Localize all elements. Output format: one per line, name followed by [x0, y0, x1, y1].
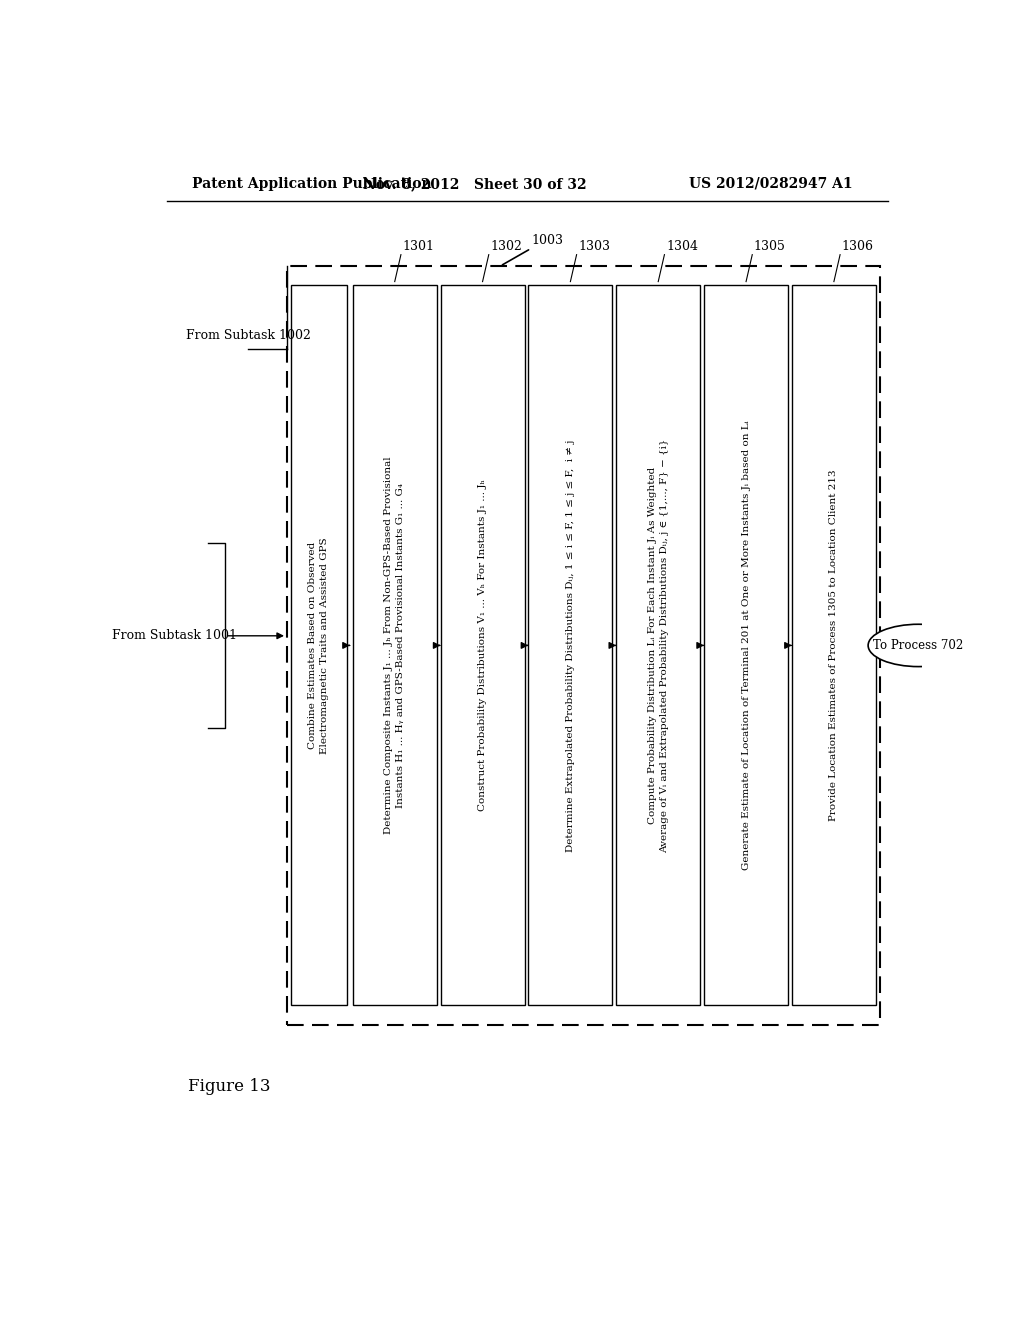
Text: 1303: 1303 — [579, 240, 610, 253]
Text: US 2012/0282947 A1: US 2012/0282947 A1 — [689, 177, 853, 191]
Text: To Process 702: To Process 702 — [873, 639, 964, 652]
Text: Combine Estimates Based on Observed
Electromagnetic Traits and Assisted GPS: Combine Estimates Based on Observed Elec… — [308, 537, 330, 754]
Text: 1003: 1003 — [531, 234, 563, 247]
Text: 1306: 1306 — [842, 240, 873, 253]
Text: From Subtask 1001: From Subtask 1001 — [112, 630, 237, 643]
FancyBboxPatch shape — [616, 285, 700, 1006]
Text: Compute Probability Distribution Lᵢ For Each Instant Jᵢ As Weighted
Average of V: Compute Probability Distribution Lᵢ For … — [648, 438, 669, 853]
Text: 1305: 1305 — [754, 240, 785, 253]
Text: Generate Estimate of Location of Terminal 201 at One or More Instants Jᵢ based o: Generate Estimate of Location of Termina… — [741, 421, 751, 870]
Text: Determine Composite Instants J₁ ... Jₕ From Non-GPS-Based Provisional
Instants H: Determine Composite Instants J₁ ... Jₕ F… — [384, 457, 406, 834]
Text: Determine Extrapolated Probability Distributions Dᵢⱼ, 1 ≤ i ≤ F, 1 ≤ j ≤ F,  i ≠: Determine Extrapolated Probability Distr… — [566, 440, 574, 851]
FancyBboxPatch shape — [528, 285, 612, 1006]
FancyBboxPatch shape — [352, 285, 436, 1006]
Text: Patent Application Publication: Patent Application Publication — [191, 177, 431, 191]
Text: 1301: 1301 — [402, 240, 434, 253]
Text: Nov. 8, 2012   Sheet 30 of 32: Nov. 8, 2012 Sheet 30 of 32 — [364, 177, 587, 191]
Text: From Subtask 1002: From Subtask 1002 — [185, 329, 310, 342]
FancyBboxPatch shape — [291, 285, 346, 1006]
Text: Provide Location Estimates of Process 1305 to Location Client 213: Provide Location Estimates of Process 13… — [829, 470, 839, 821]
FancyBboxPatch shape — [705, 285, 788, 1006]
Text: Figure 13: Figure 13 — [188, 1077, 271, 1094]
FancyBboxPatch shape — [440, 285, 524, 1006]
Ellipse shape — [868, 624, 969, 667]
Text: 1304: 1304 — [666, 240, 698, 253]
Text: 1302: 1302 — [490, 240, 522, 253]
FancyBboxPatch shape — [792, 285, 876, 1006]
Text: Construct Probability Distributions V₁ ... Vₕ For Instants J₁ ... Jₕ: Construct Probability Distributions V₁ .… — [478, 479, 487, 812]
